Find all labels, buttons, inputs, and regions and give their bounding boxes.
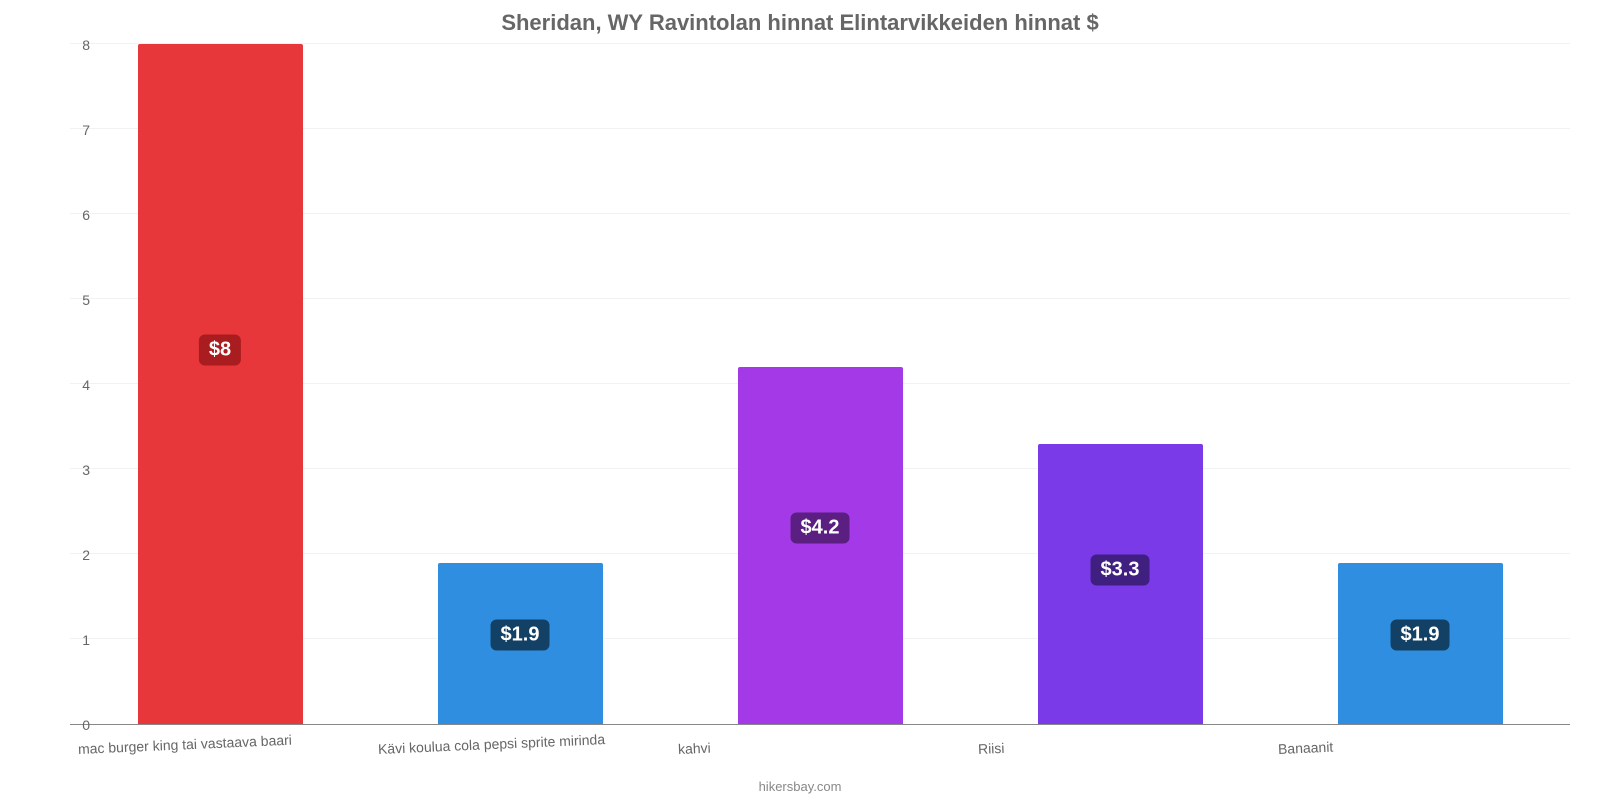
y-axis-tick-label: 5 [50, 292, 90, 308]
x-axis-tick-label: mac burger king tai vastaava baari [77, 732, 291, 757]
x-axis-tick-label: Banaanit [1277, 739, 1333, 757]
value-badge: $4.2 [791, 512, 850, 543]
price-bar: $1.9 [1338, 563, 1503, 725]
price-bar: $3.3 [1038, 444, 1203, 725]
source-credit: hikersbay.com [0, 779, 1600, 794]
x-axis-tick-label: Riisi [977, 740, 1004, 757]
y-axis-tick-label: 7 [50, 122, 90, 138]
value-badge: $1.9 [491, 620, 550, 651]
x-axis-tick-label: kahvi [677, 740, 710, 757]
x-axis-tick-label: Kävi koulua cola pepsi sprite mirinda [377, 731, 605, 757]
y-axis-tick-label: 6 [50, 207, 90, 223]
chart-title: Sheridan, WY Ravintolan hinnat Elintarvi… [0, 10, 1600, 36]
price-bar: $4.2 [738, 367, 903, 724]
plot-area: $8 $1.9 $4.2 $3.3 $1.9 [70, 45, 1570, 725]
price-bar: $8 [138, 44, 303, 724]
y-axis-tick-label: 8 [50, 37, 90, 53]
y-axis-tick-label: 1 [50, 632, 90, 648]
value-badge: $1.9 [1391, 620, 1450, 651]
value-badge: $3.3 [1091, 554, 1150, 585]
y-axis-tick-label: 4 [50, 377, 90, 393]
y-axis-tick-label: 0 [50, 717, 90, 733]
value-badge: $8 [199, 335, 241, 366]
price-bar: $1.9 [438, 563, 603, 725]
price-bar-chart: Sheridan, WY Ravintolan hinnat Elintarvi… [0, 0, 1600, 800]
y-axis-tick-label: 2 [50, 547, 90, 563]
y-axis-tick-label: 3 [50, 462, 90, 478]
